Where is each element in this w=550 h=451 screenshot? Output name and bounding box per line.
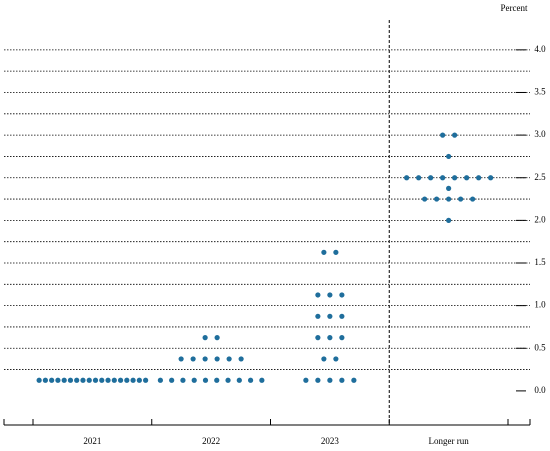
dot bbox=[428, 175, 434, 181]
dot bbox=[157, 377, 163, 383]
dot bbox=[333, 249, 339, 255]
dot bbox=[434, 196, 440, 202]
dot bbox=[315, 335, 321, 341]
x-tick-label: Longer run bbox=[429, 436, 470, 446]
dot bbox=[470, 196, 476, 202]
dot bbox=[315, 377, 321, 383]
dot bbox=[458, 196, 464, 202]
dot bbox=[117, 377, 124, 383]
dot bbox=[446, 185, 452, 191]
dot bbox=[303, 377, 309, 383]
y-tick-label: 2.5 bbox=[534, 172, 546, 182]
x-tick-label: 2022 bbox=[202, 436, 220, 446]
y-tick-label: 0.0 bbox=[534, 385, 546, 395]
dot bbox=[191, 377, 197, 383]
dot bbox=[80, 377, 86, 383]
dot bbox=[236, 377, 242, 383]
dot bbox=[190, 356, 196, 362]
dot bbox=[67, 377, 74, 383]
dot bbox=[202, 377, 209, 383]
dot bbox=[99, 377, 105, 383]
dot bbox=[105, 377, 111, 383]
dot bbox=[464, 175, 470, 181]
dot bbox=[130, 377, 136, 383]
dot bbox=[226, 356, 232, 362]
y-axis-label: Percent bbox=[501, 3, 528, 13]
dot bbox=[214, 335, 220, 341]
dot bbox=[124, 377, 130, 383]
dot bbox=[351, 377, 357, 383]
dot bbox=[61, 377, 67, 383]
dot bbox=[452, 175, 458, 181]
y-tick-label: 3.5 bbox=[534, 87, 546, 97]
dot bbox=[259, 377, 265, 383]
dot bbox=[333, 356, 339, 362]
dot bbox=[74, 377, 80, 383]
dot bbox=[180, 377, 186, 383]
dot bbox=[92, 377, 99, 383]
dot bbox=[55, 377, 61, 383]
dot bbox=[321, 249, 327, 255]
dot bbox=[339, 292, 345, 298]
dot bbox=[446, 217, 452, 223]
dot bbox=[136, 377, 142, 383]
dot bbox=[315, 292, 321, 298]
dot bbox=[36, 377, 42, 383]
y-tick-label: 4.0 bbox=[534, 44, 546, 54]
dot bbox=[238, 356, 244, 362]
y-tick-label: 1.0 bbox=[534, 300, 546, 310]
dot bbox=[440, 175, 446, 181]
dot bbox=[49, 377, 55, 383]
dot bbox=[416, 175, 422, 181]
dot bbox=[214, 377, 220, 383]
dot bbox=[339, 313, 345, 319]
dot bbox=[327, 335, 333, 341]
dot bbox=[86, 377, 92, 383]
x-tick-label: 2023 bbox=[321, 436, 340, 446]
dot bbox=[178, 356, 184, 362]
dot bbox=[476, 175, 482, 181]
dot bbox=[327, 292, 333, 298]
y-tick-label: 0.5 bbox=[534, 342, 546, 352]
y-tick-label: 2.0 bbox=[534, 214, 546, 224]
dot bbox=[111, 377, 117, 383]
dot bbox=[446, 196, 452, 202]
dot bbox=[42, 377, 48, 383]
dot bbox=[446, 153, 452, 160]
dot bbox=[327, 377, 333, 383]
x-tick-label: 2021 bbox=[83, 436, 101, 446]
dot bbox=[488, 175, 494, 181]
dot bbox=[202, 335, 208, 341]
dot bbox=[225, 377, 231, 383]
dot bbox=[315, 313, 321, 319]
dot bbox=[169, 377, 175, 383]
dot bbox=[404, 175, 410, 181]
dot bbox=[440, 132, 446, 138]
dot bbox=[339, 335, 345, 341]
dot bbox=[321, 356, 327, 362]
y-tick-label: 3.0 bbox=[534, 129, 546, 139]
dot bbox=[202, 356, 208, 362]
dot bbox=[452, 132, 458, 138]
dot bbox=[143, 377, 149, 383]
dot bbox=[339, 377, 345, 383]
dot bbox=[422, 196, 428, 202]
dot bbox=[214, 356, 220, 362]
dot bbox=[247, 377, 254, 383]
y-tick-label: 1.5 bbox=[534, 257, 546, 267]
dot bbox=[327, 313, 333, 319]
